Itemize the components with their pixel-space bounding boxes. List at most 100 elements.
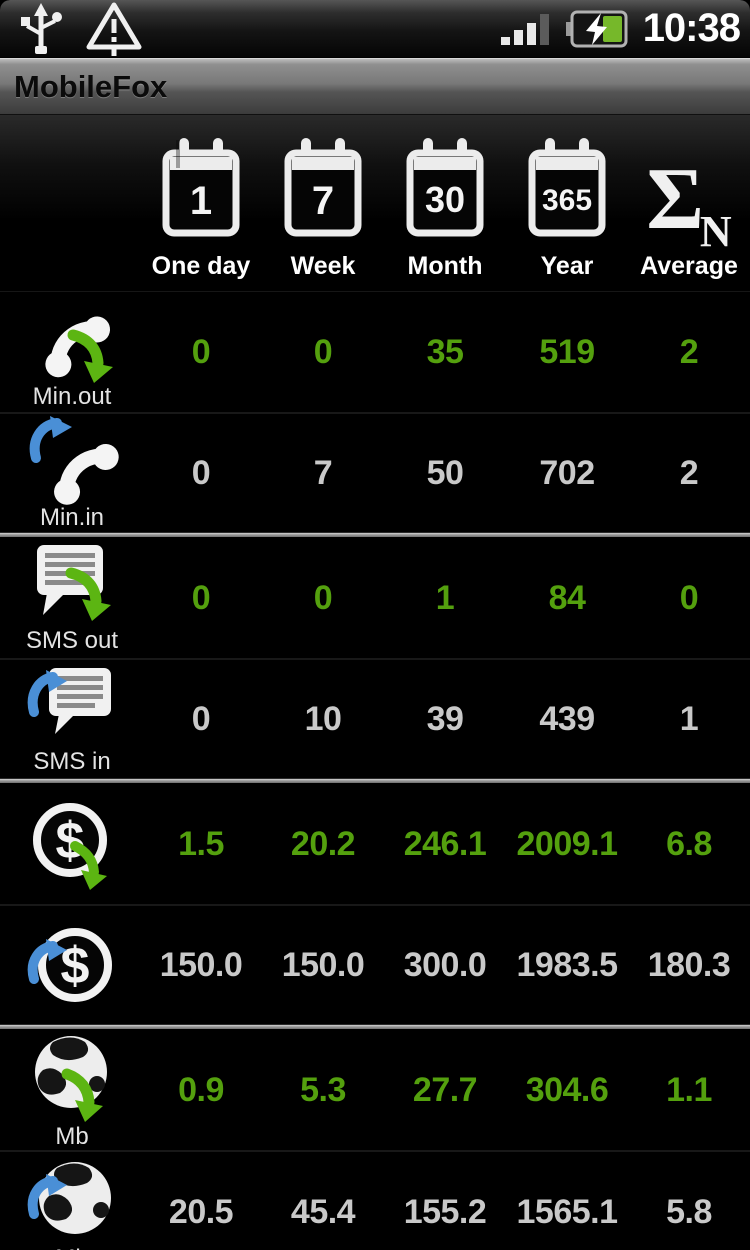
status-bar-left	[18, 1, 144, 57]
cell-value: 20.5	[168, 1193, 234, 1231]
group-divider	[0, 532, 750, 538]
cell-value: 1	[435, 578, 455, 617]
battery-charging-icon	[565, 10, 628, 47]
calendar-365-icon: 365	[528, 138, 606, 237]
calendar-30-icon: 30	[406, 138, 484, 237]
cell-value: 246.1	[403, 824, 487, 863]
row-label: Min.out	[32, 383, 112, 410]
cell-value: 1983.5	[516, 945, 619, 984]
cell-value: 10	[304, 699, 342, 738]
cell-value: 1.5	[178, 824, 224, 863]
cell-value: 1	[679, 699, 699, 738]
sms-incoming-icon	[27, 668, 111, 734]
svg-text:365: 365	[542, 184, 592, 217]
data-outgoing-icon	[34, 1036, 107, 1122]
cell-value: 702	[539, 453, 595, 492]
cell-value: 304.6	[525, 1071, 609, 1109]
app-title: MobileFox	[14, 68, 168, 104]
clock: 10:38	[642, 6, 741, 50]
row-label: Mb	[55, 1123, 89, 1150]
warning-icon	[86, 2, 142, 56]
title-bar: MobileFox	[0, 58, 750, 115]
cell-value: 2	[679, 453, 699, 492]
group-divider	[0, 1024, 750, 1030]
row-icon-cell: $	[0, 798, 140, 891]
row-label: SMS out	[25, 627, 119, 654]
calendar-7-icon: 7	[284, 138, 362, 237]
cell-value: 150.0	[159, 945, 243, 984]
signal-strength-icon	[500, 13, 549, 45]
period-label: Week	[290, 252, 356, 280]
table-row-data-in[interactable]: Mb 20.5 45.4 155.2 1565.1 5.8	[0, 1150, 750, 1250]
table-row-sms-in[interactable]: SMS in 0 10 39 439 1	[0, 658, 750, 778]
cell-value: 155.2	[403, 1193, 487, 1231]
cell-value: 39	[426, 699, 464, 738]
period-label: Year	[540, 252, 594, 280]
cell-value: 0	[313, 578, 333, 617]
svg-text:$: $	[55, 812, 84, 870]
period-label: Month	[407, 252, 483, 280]
svg-text:7: 7	[312, 179, 334, 223]
cell-value: 180.3	[647, 945, 731, 984]
row-icon-cell: Min.in	[0, 414, 140, 532]
table-row-sms-out[interactable]: SMS out 0 0 1 84 0	[0, 538, 750, 658]
cell-value: 1565.1	[516, 1193, 619, 1231]
cell-value: 5.3	[300, 1071, 346, 1109]
cell-value: 0	[313, 332, 333, 371]
svg-text:30: 30	[425, 179, 465, 220]
period-year[interactable]: 365 Year	[506, 136, 628, 281]
svg-text:$: $	[60, 937, 89, 995]
row-icon-cell: Min.out	[0, 293, 140, 411]
cell-value: 519	[539, 332, 595, 371]
status-bar-right: 10:38	[500, 6, 741, 51]
phone-outgoing-icon	[44, 316, 113, 383]
row-icon-cell: $	[0, 919, 140, 1012]
table-row-data-out[interactable]: Mb 0.9 5.3 27.7 304.6 1.1	[0, 1030, 750, 1150]
cell-value: 7	[313, 453, 333, 492]
row-label: SMS in	[33, 748, 111, 775]
cell-value: 50	[426, 453, 464, 492]
cell-value: 45.4	[290, 1193, 356, 1231]
period-label: Average	[640, 252, 738, 280]
cell-value: 0	[191, 578, 211, 617]
cell-value: 0	[191, 699, 211, 738]
sms-outgoing-icon	[36, 545, 111, 621]
cell-value: 2009.1	[516, 824, 619, 863]
money-outgoing-icon: $	[32, 802, 107, 890]
period-month[interactable]: 30 Month	[384, 136, 506, 281]
row-label: Min.in	[39, 504, 105, 531]
cell-value: 1.1	[666, 1071, 712, 1109]
period-one-day[interactable]: 1 One day	[140, 136, 262, 281]
table-row-cost-out[interactable]: $ 1.5 20.2 246.1 2009.1 6.8	[0, 784, 750, 904]
cell-value: 0	[191, 453, 211, 492]
table-row-min-out[interactable]: Min.out 0 0 35 519 2	[0, 292, 750, 412]
cell-value: 0	[679, 578, 699, 617]
money-incoming-icon: $	[27, 927, 112, 1002]
period-week[interactable]: 7 Week	[262, 136, 384, 281]
row-icon-cell: Mb	[0, 1152, 140, 1250]
phone-incoming-icon	[29, 416, 119, 505]
usb-icon	[21, 2, 62, 54]
row-icon-cell: Mb	[0, 1030, 140, 1151]
svg-text:1: 1	[190, 179, 212, 223]
cell-value: 35	[426, 332, 464, 371]
table-row-cost-in[interactable]: $ 150.0 150.0 300.0 1983.5 180.3	[0, 904, 750, 1024]
table-row-min-in[interactable]: Min.in 0 7 50 702 2	[0, 412, 750, 532]
row-label: Mb	[55, 1245, 88, 1250]
cell-value: 5.8	[666, 1193, 712, 1231]
row-icon-cell: SMS in	[0, 662, 140, 776]
calendar-1-icon: 1	[162, 138, 240, 237]
cell-value: 150.0	[281, 945, 365, 984]
period-label: One day	[151, 252, 251, 280]
cell-value: 84	[548, 578, 586, 617]
data-incoming-icon	[27, 1162, 111, 1234]
row-icon-cell: SMS out	[0, 541, 140, 655]
group-divider	[0, 778, 750, 784]
stats-table: Min.out 0 0 35 519 2	[0, 292, 750, 1250]
cell-value: 2	[679, 332, 699, 371]
period-header: 1 One day 7 Week 30 Month	[0, 115, 750, 292]
cell-value: 20.2	[290, 824, 356, 863]
